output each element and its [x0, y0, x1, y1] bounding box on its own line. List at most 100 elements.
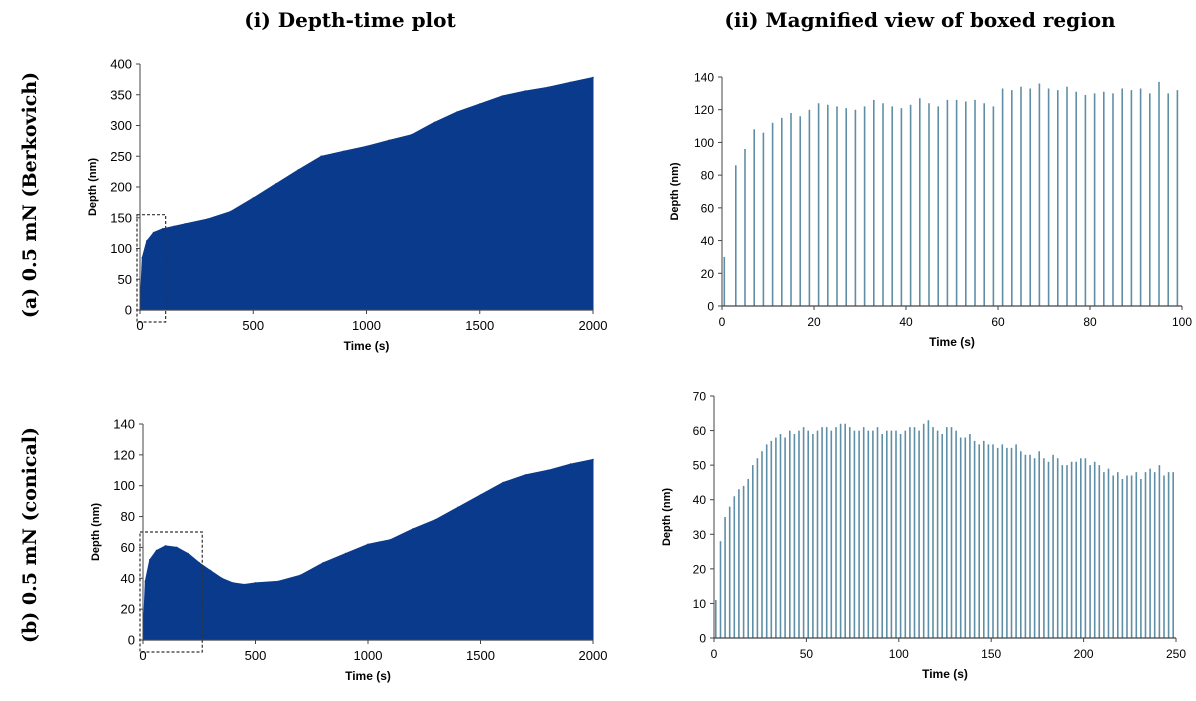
y-tick-label: 0 [128, 633, 135, 648]
y-tick-label: 80 [121, 509, 135, 524]
y-tick-label: 60 [121, 540, 135, 555]
x-tick-label: 50 [800, 647, 814, 661]
y-tick-label: 50 [693, 459, 707, 473]
data-point [479, 494, 482, 496]
y-tick-label: 100 [110, 241, 132, 256]
x-tick-label: 60 [991, 315, 1005, 329]
x-tick-label: 150 [981, 647, 1001, 661]
data-point [524, 474, 527, 476]
data-point [173, 225, 175, 228]
data-point [275, 183, 277, 185]
x-tick-label: 80 [1083, 315, 1097, 329]
data-point [320, 155, 323, 158]
y-axis-label: Depth (nm) [661, 488, 673, 546]
chart-panel-1: 0 500 1000 1500 2000 0 50 100 150 200 250 300 350 400… [87, 57, 607, 354]
y-tick-label: 30 [693, 528, 707, 542]
data-point [221, 577, 223, 580]
data-point [207, 218, 209, 220]
data-point [546, 86, 549, 89]
data-point [297, 169, 300, 171]
data-point [254, 582, 257, 584]
x-tick-label: 0 [711, 647, 718, 661]
x-tick-label: 500 [245, 648, 267, 663]
y-tick-label: 0 [707, 300, 714, 314]
data-point [198, 562, 201, 564]
data-point [232, 582, 234, 584]
y-tick-label: 20 [121, 602, 135, 617]
x-tick-label: 40 [899, 315, 913, 329]
y-tick-label: 350 [110, 87, 132, 102]
data-point [479, 103, 481, 105]
data-point [343, 150, 345, 153]
x-tick-label: 0 [139, 648, 146, 663]
x-tick-label: 0 [719, 315, 726, 329]
data-point [252, 197, 255, 199]
y-tick-label: 300 [110, 118, 132, 133]
x-tick-label: 100 [1172, 315, 1192, 329]
x-tick-label: 1000 [354, 648, 383, 663]
data-point [367, 543, 369, 546]
y-tick-label: 60 [701, 201, 715, 215]
data-point [149, 559, 151, 561]
data-point [524, 90, 526, 92]
y-tick-label: 10 [693, 597, 707, 611]
data-point [299, 574, 302, 576]
y-tick-label: 40 [693, 493, 707, 507]
y-tick-label: 200 [110, 180, 132, 195]
y-tick-label: 50 [118, 272, 132, 287]
y-tick-label: 20 [693, 562, 707, 576]
data-point [457, 506, 459, 509]
x-tick-label: 500 [242, 318, 264, 333]
x-tick-label: 200 [1074, 647, 1094, 661]
x-tick-label: 250 [1166, 647, 1186, 661]
data-point [277, 580, 279, 583]
y-tick-label: 120 [694, 103, 714, 117]
data-point [176, 546, 178, 549]
data-point [141, 256, 144, 259]
data-point [152, 231, 155, 234]
x-tick-label: 2000 [579, 648, 608, 663]
y-tick-label: 0 [699, 632, 706, 646]
data-point [243, 583, 246, 586]
data-point [209, 569, 212, 572]
depth-area [139, 76, 594, 311]
y-tick-label: 140 [113, 417, 135, 432]
y-tick-label: 40 [121, 571, 135, 586]
data-point [412, 528, 414, 530]
x-axis-label: Time (s) [344, 339, 390, 353]
y-axis-label: Depth (nm) [90, 503, 102, 561]
y-tick-label: 70 [693, 390, 707, 404]
data-point [434, 518, 437, 521]
y-tick-label: 150 [110, 210, 132, 225]
x-tick-label: 1500 [465, 318, 494, 333]
y-tick-label: 20 [701, 267, 715, 281]
y-tick-label: 40 [701, 234, 715, 248]
x-tick-label: 20 [807, 315, 821, 329]
data-point [184, 223, 187, 225]
data-point [187, 552, 189, 555]
boxed-region [136, 214, 167, 323]
y-tick-label: 400 [110, 57, 132, 72]
data-point [389, 538, 392, 541]
data-point [501, 95, 504, 97]
data-point [344, 552, 347, 555]
x-axis-label: Time (s) [929, 335, 975, 349]
y-tick-label: 250 [110, 149, 132, 164]
chart-panel-4: 0 50 100 150 200 250 0 10 20 30 40 50 60 70 Time (s) De… [661, 390, 1186, 682]
data-point [229, 210, 232, 213]
y-tick-label: 100 [694, 136, 714, 150]
data-point [502, 481, 504, 484]
data-point [456, 111, 458, 113]
data-point [164, 545, 167, 547]
x-tick-label: 1000 [352, 318, 381, 333]
data-point [547, 469, 549, 472]
data-point [411, 133, 413, 136]
depth-area [142, 458, 594, 641]
column-title-depth-time: (i) Depth-time plot [244, 8, 456, 32]
x-axis-label: Time (s) [922, 667, 968, 681]
data-point [161, 228, 164, 230]
data-point [388, 139, 391, 142]
y-tick-label: 0 [125, 303, 132, 318]
x-tick-label: 1500 [466, 648, 495, 663]
